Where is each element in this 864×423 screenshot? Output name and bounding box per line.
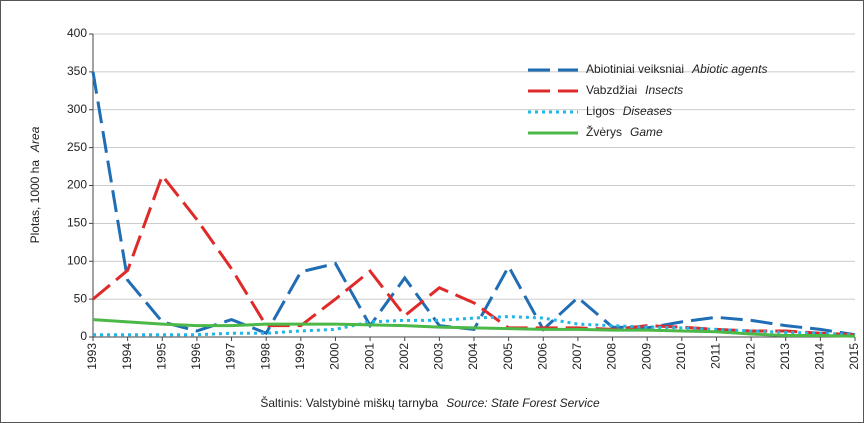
x-tick-label: 1999 [293,343,307,370]
y-tick-label: 200 [67,178,87,192]
x-tick-label: 2014 [813,343,827,370]
y-tick-label: 0 [80,329,87,343]
legend-name-en: Game [630,125,663,139]
x-tick-label: 2000 [328,343,342,370]
x-tick-label: 2002 [397,343,411,370]
y-label-lt: Plotas, 1000 ha [28,160,42,244]
x-tick-label: 2013 [778,343,792,370]
legend-name-en: Abiotic agents [691,62,767,76]
series-line [92,172,856,337]
y-tick-label: 250 [67,140,87,154]
legend-name-en: Insects [645,83,683,97]
y-tick-label: 300 [67,102,87,116]
series-line [91,71,856,337]
x-tick-label: 2012 [743,343,757,370]
x-tick-label: 2004 [466,343,480,370]
x-tick-label: 2006 [535,343,549,370]
legend-name: Žvėrys [586,124,622,139]
x-tick-label: 1998 [258,343,272,370]
legend-label: Vabzdžiai Insects [586,83,683,97]
y-tick-label: 100 [67,253,87,267]
legend-label: Žvėrys Game [586,124,663,139]
y-label-en: Area [28,126,42,153]
y-tick-label: 400 [67,26,87,40]
x-tick-label: 1995 [154,343,168,370]
x-tick-label: 2005 [501,343,515,370]
x-tick-label: 2007 [570,343,584,370]
y-tick-label: 350 [67,64,87,78]
y-tick-label: 50 [74,291,88,305]
source: Šaltinis: Valstybinė miškų tarnyba Source… [260,395,600,410]
y-tick-label: 150 [67,216,87,230]
series-line [93,315,856,337]
source-en: Source: State Forest Service [446,396,600,410]
legend-label: Abiotiniai veiksniai Abiotic agents [586,62,767,76]
x-tick-label: 2001 [362,343,376,370]
x-tick-label: 1994 [120,343,134,370]
x-tick-label: 2015 [847,343,861,370]
x-tick-label: 2009 [639,343,653,370]
series-line [92,318,856,338]
x-tick-label: 1996 [189,343,203,370]
legend-name: Abiotiniai veiksniai [586,62,684,76]
legend-name: Vabzdžiai [586,83,637,97]
source-lt: Šaltinis: Valstybinė miškų tarnyba [260,395,438,410]
legend-name: Ligos [586,104,615,118]
x-tick-label: 2003 [432,343,446,370]
x-tick-label: 2010 [674,343,688,370]
x-tick-label: 1993 [85,343,99,370]
x-tick-label: 2011 [709,343,723,369]
legend-name-en: Diseases [623,104,672,118]
legend-label: Ligos Diseases [586,104,672,118]
x-tick-label: 1997 [224,343,238,370]
y-axis-label: Plotas, 1000 ha Area [28,126,42,243]
x-tick-label: 2008 [605,343,619,370]
